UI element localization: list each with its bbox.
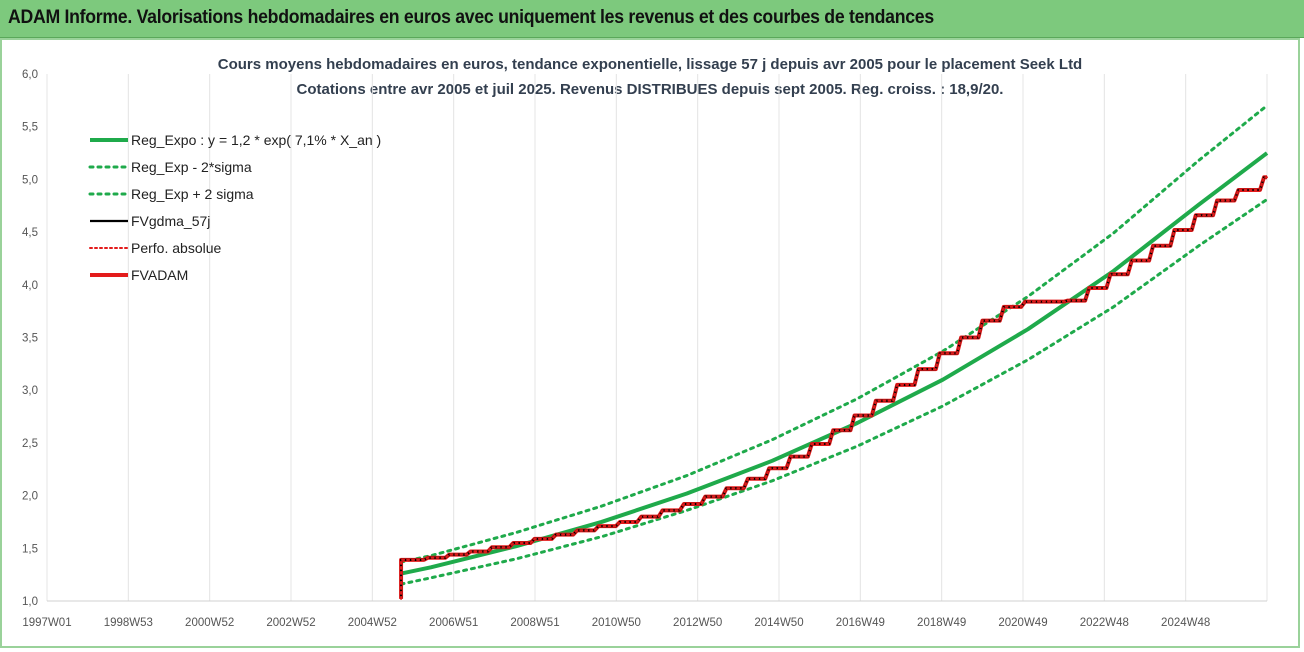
y-tick-label: 4,0: [22, 280, 38, 292]
y-tick-label: 2,5: [22, 438, 38, 450]
legend-label: Reg_Exp - 2*sigma: [131, 159, 252, 175]
legend-label: Reg_Expo : y = 1,2 * exp( 7,1% * X_an ): [131, 132, 381, 148]
x-tick-label: 2014W50: [754, 617, 803, 629]
y-tick-label: 5,0: [22, 174, 38, 186]
x-tick-label: 2002W52: [266, 617, 315, 629]
x-tick-label: 2018W49: [917, 617, 966, 629]
perfo-absolue-line: [400, 176, 1268, 600]
fvadam-line: [399, 175, 1267, 599]
report-title: ADAM Informe. Valorisations hebdomadaire…: [8, 7, 934, 28]
x-tick-label: 2022W48: [1080, 617, 1129, 629]
y-tick-label: 1,0: [22, 596, 38, 608]
chart-title: Cours moyens hebdomadaires en euros, ten…: [218, 56, 1082, 73]
chart-subtitle: Cotations entre avr 2005 et juil 2025. R…: [297, 81, 1004, 98]
x-tick-label: 1997W01: [22, 617, 71, 629]
y-tick-label: 5,5: [22, 122, 38, 134]
gridlines: [46, 74, 1268, 601]
reg-minus-2sigma-line: [399, 197, 1269, 586]
legend-reg-plus-2sigma: Reg_Exp + 2 sigma: [88, 186, 254, 202]
y-axis: 1,0 1,5 2,0 2,5 3,0 3,5 4,0 4,5 5,0 5,5 6,0: [22, 69, 38, 608]
x-tick-label: 2008W51: [510, 617, 559, 629]
y-tick-label: 3,0: [22, 385, 38, 397]
x-tick-label: 1998W53: [104, 617, 153, 629]
y-tick-label: 2,0: [22, 491, 38, 503]
y-tick-label: 4,5: [22, 227, 38, 239]
legend-label: Perfo. absolue: [131, 240, 221, 256]
x-tick-label: 2000W52: [185, 617, 234, 629]
x-tick-label: 2012W50: [673, 617, 722, 629]
y-tick-label: 6,0: [22, 69, 38, 81]
x-axis: 1997W01 1998W53 2000W52 2002W52 2004W52 2006W…: [22, 600, 1267, 629]
y-tick-label: 1,5: [22, 543, 38, 555]
legend-reg-expo: Reg_Expo : y = 1,2 * exp( 7,1% * X_an ): [90, 132, 381, 148]
legend: Reg_Expo : y = 1,2 * exp( 7,1% * X_an ) R…: [88, 132, 381, 283]
report-banner: ADAM Informe. Valorisations hebdomadaire…: [0, 0, 1304, 38]
legend-label: Reg_Exp + 2 sigma: [131, 186, 254, 202]
x-tick-label: 2010W50: [592, 617, 641, 629]
legend-perfo-absolue: Perfo. absolue: [89, 240, 221, 256]
reg-expo-line: [400, 151, 1269, 576]
reg-plus-2sigma-line: [399, 104, 1269, 564]
legend-fvgdma-57j: FVgdma_57j: [90, 213, 210, 229]
legend-reg-minus-2sigma: Reg_Exp - 2*sigma: [88, 159, 252, 175]
legend-label: FVADAM: [131, 267, 188, 283]
x-tick-label: 2020W49: [998, 617, 1047, 629]
x-tick-label: 2024W48: [1161, 617, 1210, 629]
series-group: [399, 104, 1269, 600]
y-tick-label: 3,5: [22, 333, 38, 345]
x-tick-label: 2004W52: [348, 617, 397, 629]
legend-fvadam: FVADAM: [90, 267, 188, 283]
x-tick-label: 2006W51: [429, 617, 478, 629]
chart-frame: [0, 38, 1300, 648]
x-tick-label: 2016W49: [836, 617, 885, 629]
fvgdma-57j-line: [399, 176, 1267, 599]
legend-label: FVgdma_57j: [131, 213, 210, 229]
